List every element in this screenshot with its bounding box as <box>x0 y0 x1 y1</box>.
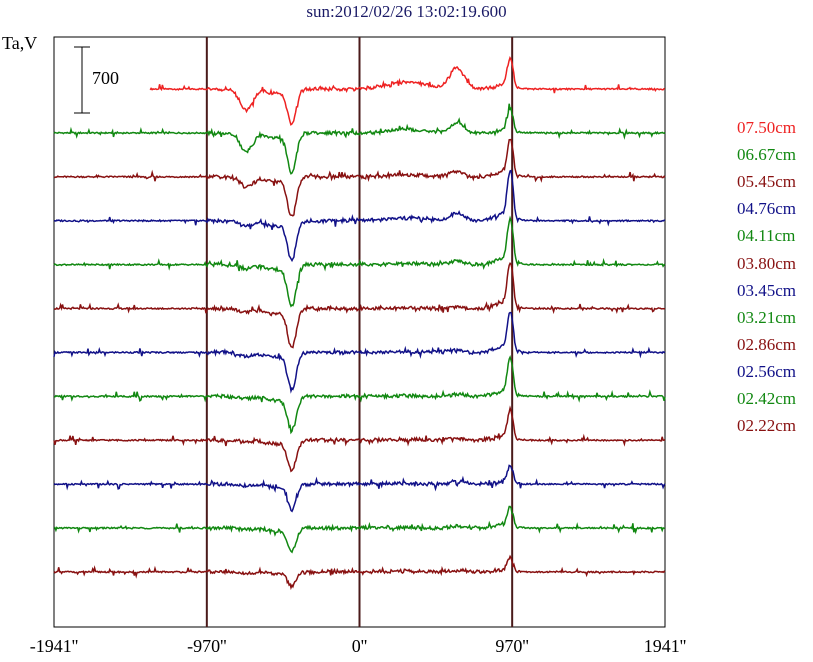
legend-item: 02.42cm <box>737 389 797 408</box>
x-tick-label: -1941'' <box>29 636 79 656</box>
y-axis-label: Ta,V <box>2 33 38 53</box>
x-tick-label: -970'' <box>187 636 227 656</box>
legend-item: 06.67cm <box>737 145 797 165</box>
legend-item: 03.80cm <box>737 253 797 273</box>
legend-item: 07.50cm <box>737 118 797 137</box>
legend-item: 04.76cm <box>737 199 797 219</box>
legend-item: 02.22cm <box>737 416 797 436</box>
series-line-02.42cm <box>53 505 666 554</box>
x-tick-label: 0'' <box>351 636 368 656</box>
series-line-06.67cm <box>53 103 666 175</box>
series-line-02.56cm <box>53 464 666 513</box>
chart-title: sun:2012/02/26 13:02:19.600 <box>306 2 507 21</box>
legend-item: 02.56cm <box>737 361 797 381</box>
x-tick-label: 970'' <box>495 636 529 656</box>
legend-item: 04.11cm <box>737 226 796 246</box>
legend-item: 03.45cm <box>737 280 797 300</box>
series-line-02.86cm <box>53 405 666 473</box>
series-line-03.80cm <box>53 261 666 349</box>
x-tick-label: 1941'' <box>643 636 687 656</box>
legend-item: 03.21cm <box>737 307 797 327</box>
series-line-05.45cm <box>53 138 666 217</box>
series-line-03.45cm <box>53 311 666 394</box>
legend-item: 05.45cm <box>737 172 797 192</box>
series-line-03.21cm <box>54 354 666 435</box>
scale-bar-label: 700 <box>92 68 119 88</box>
series-line-02.22cm <box>53 554 666 591</box>
series-line-07.50cm <box>149 56 665 126</box>
legend-item: 02.86cm <box>737 334 797 354</box>
series-line-04.76cm <box>53 169 665 263</box>
series-line-04.11cm <box>53 215 666 308</box>
